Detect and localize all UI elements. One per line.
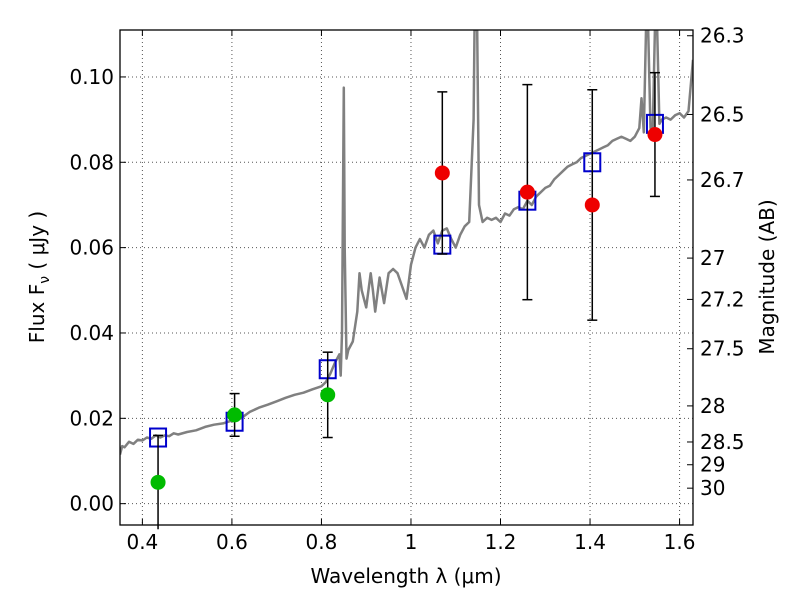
photometry-point xyxy=(320,387,336,403)
observed-photometry xyxy=(150,71,663,530)
plot-frame xyxy=(119,29,694,526)
y-axis-label-subscript: ν xyxy=(37,276,53,284)
plot-background xyxy=(120,30,693,525)
magnitude-tick-label: 26.5 xyxy=(700,102,745,126)
photometry-point xyxy=(150,474,166,490)
y-tick-label: 0.02 xyxy=(69,406,114,430)
photometry-point xyxy=(434,165,450,181)
y-axis-label-unit: ( μJy ) xyxy=(25,211,49,276)
magnitude-tick-label: 27.2 xyxy=(700,287,745,311)
magnitude-tick-label: 30 xyxy=(700,476,725,500)
y-axis-label-main: Flux F xyxy=(25,284,49,343)
y-axis-ticks: 0.00 0.02 0.04 0.06 0.08 0.10 xyxy=(69,65,126,516)
x-tick-label: 1 xyxy=(405,530,418,554)
y-tick-label: 0.00 xyxy=(69,492,114,516)
x-tick-label: 0.6 xyxy=(216,530,248,554)
y-tick-label: 0.08 xyxy=(69,150,114,174)
photometry-point xyxy=(647,127,663,143)
y-tick-label: 0.10 xyxy=(69,65,114,89)
y-tick-label: 0.06 xyxy=(69,236,114,260)
x-axis-label: Wavelength λ (μm) xyxy=(310,564,501,588)
magnitude-tick-label: 28 xyxy=(700,394,725,418)
x-tick-label: 1.6 xyxy=(664,530,696,554)
magnitude-tick-label: 26.7 xyxy=(700,168,745,192)
grid-lines xyxy=(120,30,693,525)
photometry-point xyxy=(227,407,243,423)
magnitude-tick-label: 28.5 xyxy=(700,430,745,454)
magnitude-axis-label: Magnitude (AB) xyxy=(755,199,779,354)
x-axis-ticks: 0.4 0.6 0.8 1 1.2 1.4 1.6 xyxy=(126,30,695,554)
x-tick-label: 0.8 xyxy=(306,530,338,554)
x-tick-label: 1.2 xyxy=(485,530,517,554)
magnitude-tick-label: 26.3 xyxy=(700,24,745,48)
y-axis-label: Flux Fν ( μJy ) xyxy=(25,211,53,343)
photometry-point xyxy=(584,197,600,213)
magnitude-tick-label: 27.5 xyxy=(700,337,745,361)
magnitude-tick-label: 29 xyxy=(700,453,725,477)
magnitude-tick-label: 27 xyxy=(700,246,725,270)
y-tick-label: 0.04 xyxy=(69,321,114,345)
x-tick-label: 1.4 xyxy=(574,530,606,554)
photometry-point xyxy=(519,184,535,200)
x-tick-label: 0.4 xyxy=(126,530,158,554)
